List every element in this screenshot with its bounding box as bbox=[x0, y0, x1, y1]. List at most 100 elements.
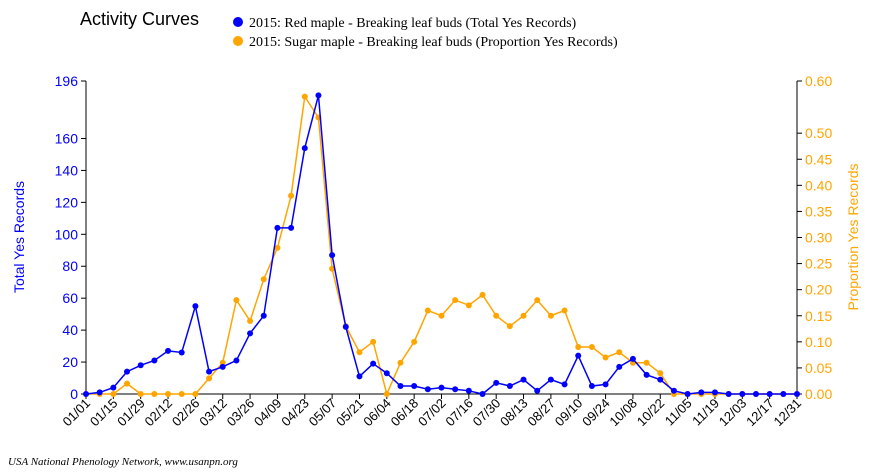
data-point-red-maple bbox=[288, 224, 295, 231]
data-point-sugar-maple bbox=[288, 192, 295, 199]
data-point-red-maple bbox=[643, 371, 650, 378]
data-point-sugar-maple bbox=[151, 391, 158, 397]
data-point-red-maple bbox=[780, 391, 787, 397]
data-point-red-maple bbox=[124, 368, 131, 375]
right-tick-label: 0.50 bbox=[805, 125, 832, 141]
left-tick-label: 196 bbox=[55, 73, 79, 89]
data-point-red-maple bbox=[575, 352, 582, 359]
x-tick-label: 05/21 bbox=[333, 396, 367, 430]
left-tick-label: 120 bbox=[55, 194, 79, 210]
data-point-red-maple bbox=[698, 389, 705, 396]
x-tick-label: 01/01 bbox=[60, 396, 94, 430]
data-point-sugar-maple bbox=[356, 349, 363, 356]
right-tick-label: 0.30 bbox=[805, 230, 832, 246]
data-point-sugar-maple bbox=[260, 276, 267, 283]
data-point-sugar-maple bbox=[383, 391, 390, 397]
x-axis-ticks: 01/0101/1501/2902/1202/2603/1203/2604/09… bbox=[60, 394, 804, 430]
x-tick-label: 01/29 bbox=[114, 396, 148, 430]
data-point-sugar-maple bbox=[370, 338, 377, 345]
data-point-red-maple bbox=[670, 387, 677, 394]
x-tick-label: 10/08 bbox=[606, 396, 640, 430]
data-point-sugar-maple bbox=[301, 93, 308, 100]
data-point-red-maple bbox=[766, 391, 773, 397]
right-tick-label: 0.60 bbox=[805, 73, 832, 89]
legend-marker-sugar-maple bbox=[233, 36, 243, 46]
data-point-sugar-maple bbox=[547, 312, 554, 319]
x-tick-label: 03/26 bbox=[224, 396, 258, 430]
data-point-red-maple bbox=[342, 323, 349, 330]
legend-label-sugar-maple: 2015: Sugar maple - Breaking leaf buds (… bbox=[249, 35, 618, 50]
data-point-sugar-maple bbox=[534, 297, 541, 304]
data-point-sugar-maple bbox=[520, 312, 527, 319]
x-tick-label: 06/04 bbox=[360, 396, 394, 430]
data-point-sugar-maple bbox=[588, 344, 595, 351]
data-point-red-maple bbox=[452, 386, 459, 393]
data-point-red-maple bbox=[192, 303, 199, 310]
data-point-sugar-maple bbox=[411, 338, 418, 345]
data-point-red-maple bbox=[657, 376, 664, 383]
right-tick-label: 0.35 bbox=[805, 203, 832, 219]
x-tick-label: 02/12 bbox=[142, 396, 176, 430]
x-tick-label: 07/02 bbox=[415, 396, 449, 430]
data-point-red-maple bbox=[247, 330, 254, 337]
x-tick-label: 02/26 bbox=[169, 396, 203, 430]
data-point-red-maple bbox=[137, 362, 144, 369]
data-point-red-maple bbox=[794, 391, 800, 397]
legend: 2015: Red maple - Breaking leaf buds (To… bbox=[233, 16, 618, 50]
data-point-red-maple bbox=[739, 391, 746, 397]
right-tick-label: 0.00 bbox=[805, 386, 832, 402]
data-point-red-maple bbox=[165, 347, 172, 354]
data-point-sugar-maple bbox=[465, 302, 472, 309]
data-point-red-maple bbox=[725, 391, 732, 397]
data-point-sugar-maple bbox=[110, 391, 117, 397]
data-point-red-maple bbox=[588, 383, 595, 390]
x-tick-label: 11/19 bbox=[689, 396, 722, 429]
right-axis-ticks: 0.00 0.05 0.10 0.15 0.20 0.25 0.30 0.35 0.40 0.45… bbox=[797, 73, 832, 402]
data-point-red-maple bbox=[520, 376, 527, 383]
data-point-red-maple bbox=[561, 381, 568, 388]
data-point-sugar-maple bbox=[206, 375, 213, 382]
data-point-red-maple bbox=[752, 391, 759, 397]
data-point-red-maple bbox=[711, 389, 718, 396]
data-point-sugar-maple bbox=[397, 359, 404, 366]
data-point-sugar-maple bbox=[506, 323, 513, 330]
right-tick-label: 0.45 bbox=[805, 151, 832, 167]
x-tick-label: 12/03 bbox=[716, 396, 750, 430]
data-point-red-maple bbox=[315, 92, 322, 99]
x-tick-label: 06/18 bbox=[388, 396, 422, 430]
x-tick-label: 07/30 bbox=[470, 396, 504, 430]
x-tick-label: 07/16 bbox=[442, 396, 476, 430]
data-point-sugar-maple bbox=[575, 344, 582, 351]
data-point-red-maple bbox=[356, 373, 363, 380]
data-point-red-maple bbox=[411, 383, 418, 390]
right-tick-label: 0.10 bbox=[805, 334, 832, 350]
left-tick-label: 140 bbox=[55, 162, 79, 178]
data-point-red-maple bbox=[110, 384, 117, 391]
data-point-red-maple bbox=[329, 252, 336, 259]
data-point-red-maple bbox=[151, 357, 158, 364]
data-point-red-maple bbox=[684, 391, 691, 397]
data-point-red-maple bbox=[260, 312, 267, 319]
data-point-red-maple bbox=[616, 363, 623, 370]
series-line-red-maple bbox=[85, 95, 797, 395]
data-point-red-maple bbox=[96, 389, 103, 396]
data-point-red-maple bbox=[397, 383, 404, 390]
series-line-sugar-maple bbox=[86, 94, 797, 397]
data-point-red-maple bbox=[547, 376, 554, 383]
x-tick-label: 03/12 bbox=[196, 396, 230, 430]
data-point-red-maple bbox=[219, 363, 226, 370]
data-point-sugar-maple bbox=[192, 391, 199, 397]
data-point-red-maple bbox=[274, 224, 281, 231]
data-point-sugar-maple bbox=[493, 312, 500, 319]
left-tick-label: 100 bbox=[55, 226, 79, 242]
data-point-sugar-maple bbox=[616, 349, 623, 356]
data-point-sugar-maple bbox=[329, 265, 336, 272]
data-point-red-maple bbox=[493, 379, 500, 386]
data-point-red-maple bbox=[629, 355, 636, 362]
data-point-sugar-maple bbox=[178, 391, 185, 397]
left-tick-label: 160 bbox=[55, 130, 79, 146]
x-tick-label: 09/24 bbox=[579, 396, 613, 430]
x-tick-label: 08/27 bbox=[524, 396, 558, 430]
x-tick-label: 05/07 bbox=[306, 396, 340, 430]
data-point-sugar-maple bbox=[561, 307, 568, 314]
